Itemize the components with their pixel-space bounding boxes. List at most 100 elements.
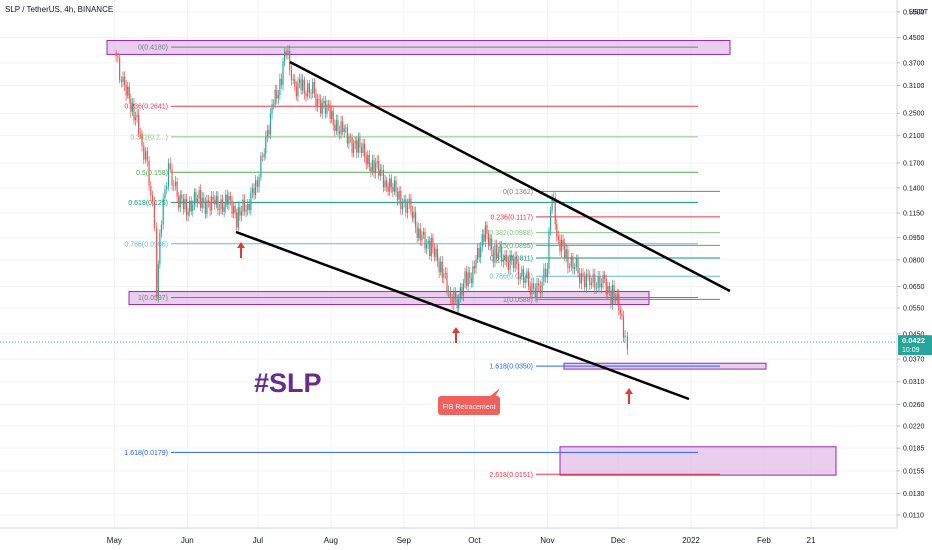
candle-body (130, 98, 132, 112)
x-tick-label: Nov (540, 536, 554, 545)
candle-body (178, 196, 180, 208)
candle-body (486, 225, 488, 234)
fib2-level-label: 0.382(0.0988) (489, 230, 533, 237)
candle-body (370, 167, 372, 172)
candle-body (462, 282, 465, 296)
candle-body (174, 181, 177, 186)
candle-body (522, 269, 525, 283)
candle-body (182, 198, 184, 210)
fib2-level-label: 0(0.1362) (503, 189, 533, 196)
callout-text: FIB Retracement (443, 404, 496, 411)
candle-body (357, 137, 359, 153)
upper-trendline (289, 60, 731, 293)
candle-body (453, 291, 455, 306)
candle-body (185, 198, 188, 216)
price-zone (559, 446, 837, 476)
candle-body (543, 268, 545, 282)
candle-body (234, 205, 236, 213)
callout-box (438, 396, 500, 415)
candle-body (469, 272, 471, 278)
candle-body (334, 124, 336, 131)
candle-body (415, 212, 417, 228)
candle-body (117, 56, 119, 58)
candle-body (338, 131, 341, 134)
candle-body (424, 231, 426, 249)
candle-body (549, 210, 552, 231)
candle-body (134, 117, 137, 121)
candle-body (619, 309, 621, 314)
candle-body (119, 57, 121, 80)
candle-body (389, 178, 391, 192)
annotations: FIB Retracement (237, 242, 633, 415)
candle-body (497, 252, 499, 258)
candle-body (302, 79, 304, 91)
candle-body (516, 256, 518, 264)
x-tick-label: Jul (253, 536, 263, 545)
candle-body (176, 181, 178, 197)
candle-body (217, 195, 219, 210)
candle-body (509, 255, 511, 270)
candle-body (575, 258, 577, 268)
candle-body (529, 286, 531, 295)
candle-body (595, 287, 598, 289)
y-tick-label: 0.5500 (903, 9, 925, 16)
candle-body (335, 120, 337, 131)
candle-body (533, 283, 535, 289)
y-tick-label: 0.0110 (903, 513, 924, 520)
candle-body (602, 275, 604, 284)
candle-body (214, 199, 216, 205)
candle-body (554, 197, 556, 224)
fib2-level-label: 1.618(0.0350) (489, 364, 533, 371)
candle-body (461, 287, 463, 296)
candle-body (615, 297, 617, 301)
candle-body (327, 104, 330, 106)
candle-body (568, 266, 571, 268)
candle-body (310, 92, 312, 94)
candle-body (298, 79, 301, 83)
candle-body (340, 121, 342, 134)
x-tick-label: Sep (397, 536, 412, 545)
candle-body (231, 199, 233, 214)
candle-body (283, 51, 286, 62)
candle-body (483, 234, 485, 242)
candle-body (239, 207, 241, 216)
candle-body (590, 282, 593, 286)
candle-body (228, 195, 230, 205)
candle-body (150, 185, 152, 196)
candle-body (548, 230, 550, 269)
candle-body (365, 156, 367, 165)
y-tick-label: 0.0370 (903, 356, 925, 363)
candle-body (484, 225, 487, 242)
candle-body (266, 130, 268, 137)
candle-body (512, 259, 515, 268)
candle-body (526, 271, 528, 279)
candle-body (148, 161, 150, 186)
candle-body (527, 271, 530, 287)
candle-body (626, 335, 629, 350)
candle-body (326, 104, 328, 114)
candle-body (138, 114, 140, 134)
candle-body (444, 272, 447, 274)
candle-body (405, 199, 407, 213)
candle-body (422, 231, 425, 235)
candle-body (226, 194, 228, 205)
header-currency: USDT (909, 9, 929, 16)
candle-body (400, 190, 402, 210)
candle-body (143, 145, 145, 160)
candle-body (438, 261, 440, 273)
candle-body (605, 278, 607, 295)
candle-body (187, 212, 189, 216)
candle-body (203, 197, 205, 203)
candle-body (167, 163, 170, 187)
lower-trendline (235, 230, 690, 401)
candle-body (198, 190, 200, 199)
candle-body (411, 211, 414, 219)
candle-body (222, 199, 224, 212)
candle-body (607, 286, 609, 295)
candle-body (599, 276, 601, 288)
y-tick-label: 0.0130 (903, 491, 925, 498)
candle-body (430, 237, 432, 257)
candle-body (133, 103, 135, 121)
fib1-level-label: 0.618(0.125) (128, 200, 168, 207)
